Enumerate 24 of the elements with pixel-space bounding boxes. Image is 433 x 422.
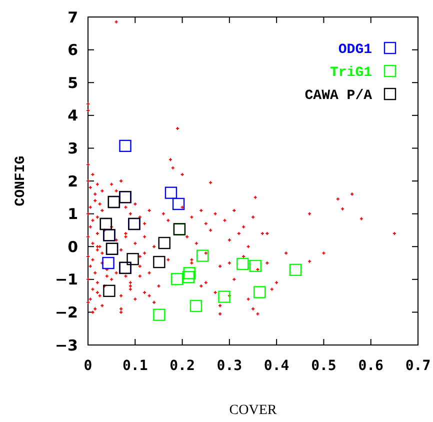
legend-label: ODG1 — [338, 42, 372, 58]
y-tick-label: 1 — [68, 205, 78, 224]
legend-label: TriG1 — [330, 64, 372, 81]
y-tick-label: −3 — [54, 336, 78, 354]
y-tick-label: −1 — [54, 270, 78, 289]
x-tick-label: 0.5 — [311, 358, 336, 374]
y-tick-label: 4 — [68, 106, 78, 125]
y-tick-label: −2 — [54, 303, 78, 322]
y-tick-label: 7 — [68, 8, 78, 26]
legend-label: CAWA P/A — [304, 88, 373, 104]
x-tick-label: 0.3 — [216, 358, 242, 374]
x-tick-label: 0.2 — [170, 358, 195, 374]
x-tick-label: 0.1 — [122, 358, 148, 374]
x-tick-label: 0.7 — [405, 358, 431, 374]
y-tick-label: 3 — [68, 139, 78, 158]
x-axis-title: COVER — [229, 403, 278, 418]
y-tick-label: 2 — [68, 172, 78, 190]
y-axis-title: CONFIG — [13, 156, 29, 206]
y-tick-label: 6 — [68, 41, 78, 60]
y-tick-label: 5 — [68, 74, 78, 92]
x-tick-label: 0.4 — [264, 358, 290, 374]
x-tick-label: 0.6 — [358, 358, 384, 374]
x-tick-label: 0 — [84, 358, 92, 374]
y-tick-label: 0 — [68, 238, 78, 256]
